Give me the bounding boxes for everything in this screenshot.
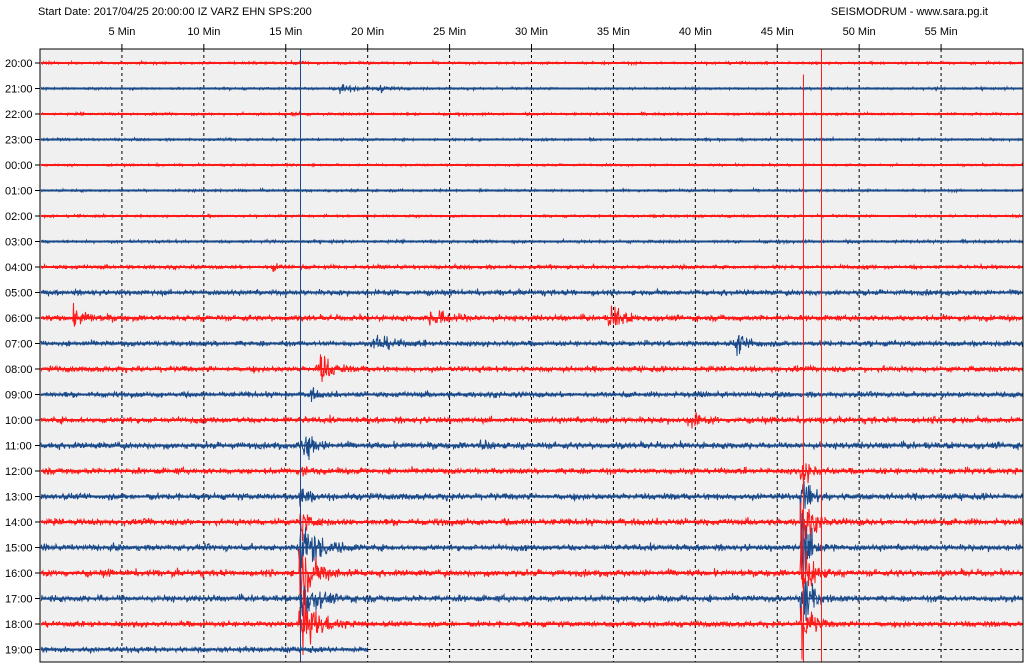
row-label: 10:00 <box>5 415 33 427</box>
x-tick-label: 45 Min <box>761 26 794 38</box>
row-label: 19:00 <box>5 645 33 657</box>
row-label: 17:00 <box>5 594 33 606</box>
row-labels: 20:00 21:00 22:00 23:00 00:00 01:00 02:00 03:00… <box>5 58 40 657</box>
row-label: 09:00 <box>5 390 33 402</box>
row-label: 12:00 <box>5 466 33 478</box>
row-label: 01:00 <box>5 186 33 198</box>
row-label: 06:00 <box>5 313 33 325</box>
x-tick-label: 35 Min <box>597 26 630 38</box>
x-tick-label: 15 Min <box>269 26 302 38</box>
row-label: 02:00 <box>5 211 33 223</box>
row-label: 22:00 <box>5 109 33 121</box>
event-markers <box>299 49 822 662</box>
row-label: 18:00 <box>5 619 33 631</box>
x-tick-label: 5 Min <box>108 26 135 38</box>
row-label: 14:00 <box>5 517 33 529</box>
row-label: 13:00 <box>5 492 33 504</box>
x-tick-label: 55 Min <box>925 26 958 38</box>
start-date-label: Start Date: 2017/04/25 20:00:00 IZ VARZ … <box>38 6 312 18</box>
row-label: 16:00 <box>5 568 33 580</box>
x-tick-label: 25 Min <box>433 26 466 38</box>
trace-row-1500 <box>40 513 1024 585</box>
grid-lines <box>121 49 942 662</box>
x-tick-label: 30 Min <box>515 26 548 38</box>
row-label: 07:00 <box>5 339 33 351</box>
x-tick-label: 50 Min <box>843 26 876 38</box>
traces <box>40 59 1024 660</box>
row-label: 20:00 <box>5 58 33 70</box>
row-label: 21:00 <box>5 84 33 96</box>
x-tick-label: 20 Min <box>351 26 384 38</box>
x-tick-label: 40 Min <box>679 26 712 38</box>
row-label: 05:00 <box>5 288 33 300</box>
row-label: 08:00 <box>5 364 33 376</box>
row-label: 04:00 <box>5 262 33 274</box>
row-label: 23:00 <box>5 135 33 147</box>
site-label: SEISMODRUM - www.sara.pg.it <box>830 6 988 18</box>
row-label: 03:00 <box>5 237 33 249</box>
row-label: 00:00 <box>5 160 33 172</box>
row-label: 11:00 <box>5 441 32 453</box>
row-label: 15:00 <box>5 543 33 555</box>
x-axis-ticks: 5 Min 10 Min 15 Min 20 Min 25 Min 30 Min 35 Mi… <box>108 26 958 49</box>
x-tick-label: 10 Min <box>187 26 220 38</box>
plot-border <box>39 48 1024 663</box>
